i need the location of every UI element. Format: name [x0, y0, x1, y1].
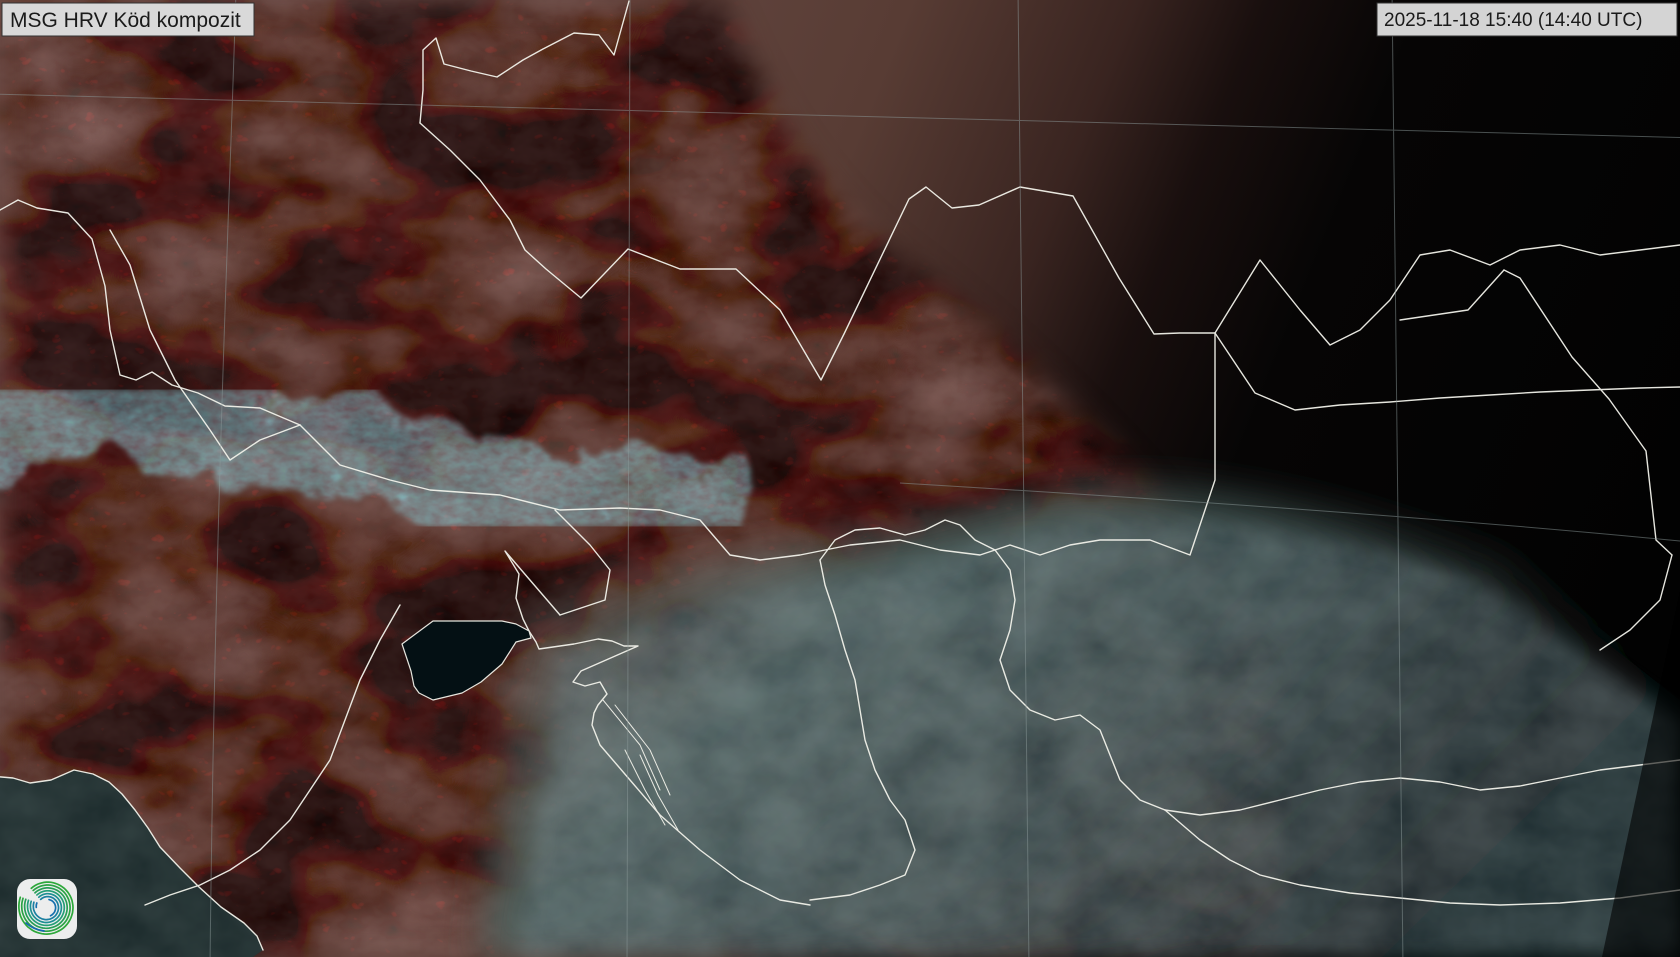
svg-text:MSG HRV Köd kompozit: MSG HRV Köd kompozit — [10, 9, 241, 32]
svg-text:2025-11-18 15:40 (14:40 UTC): 2025-11-18 15:40 (14:40 UTC) — [1384, 10, 1642, 31]
